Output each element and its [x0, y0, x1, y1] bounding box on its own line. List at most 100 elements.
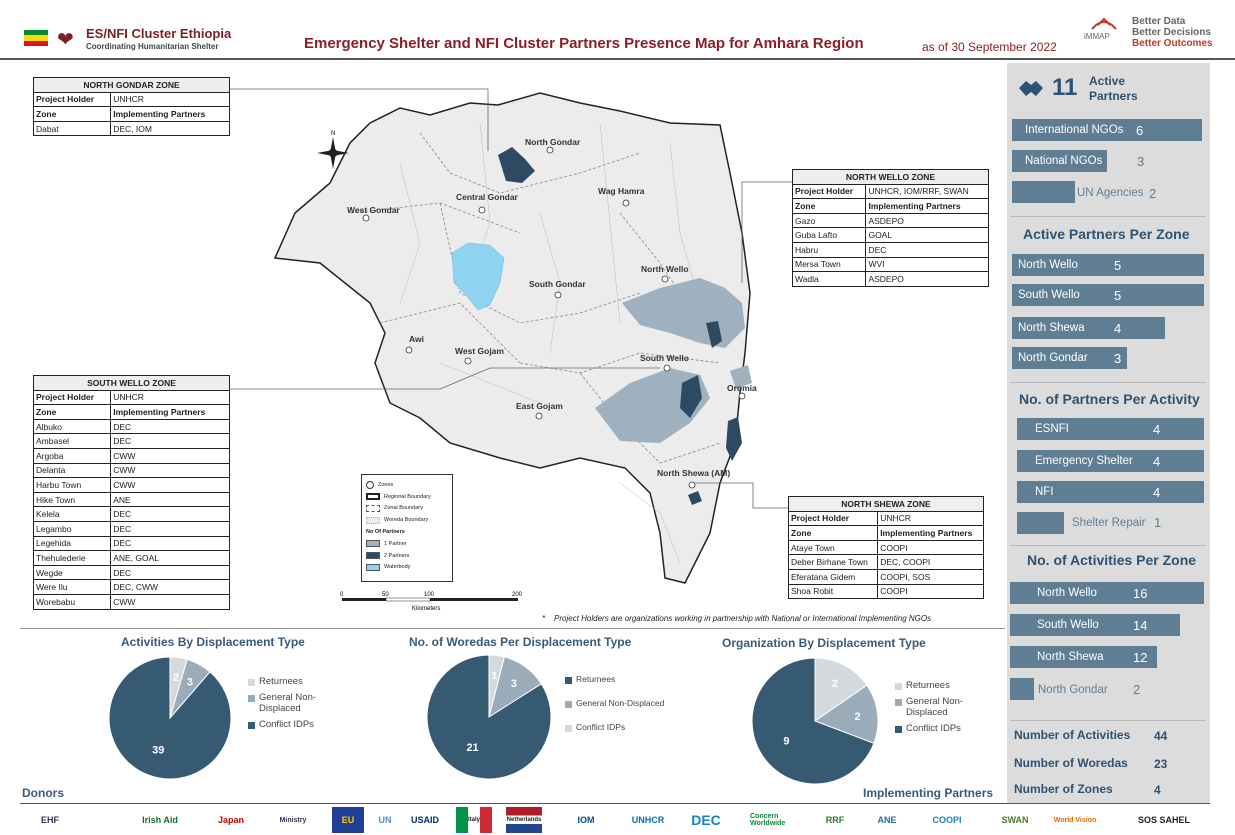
pie-label: 3 [187, 677, 193, 689]
table-row: Zone Implementing Partners [787, 525, 984, 541]
woreda-boundaries [399, 122, 701, 564]
pie-label: 39 [152, 744, 164, 756]
table-row: Gazo ASDEPO [791, 212, 989, 229]
un-logo: UN [378, 815, 392, 825]
ehf-logo: EHF [41, 815, 59, 825]
callout-lines [230, 88, 792, 509]
zone-label-north-wello: North Wello [641, 264, 689, 274]
pie-slice [108, 656, 232, 780]
ane-logo: ANE [877, 815, 897, 825]
zone-label-central-gondar: Central Gondar [456, 192, 519, 202]
stat-zones-label: Number of Zones [1014, 782, 1113, 796]
zone-labels: North Gondar Wag Hamra Central Gondar We… [347, 137, 757, 478]
habru-partner-area [706, 321, 722, 348]
bar-activities-south-wello: South Wello 14 [1010, 614, 1180, 636]
table-row: Thehulederie ANE, GOAL [32, 550, 230, 566]
as-of-date: as of 30 September 2022 [922, 40, 1057, 54]
table-row: Habru DEC [791, 241, 989, 258]
value-un-agencies: 2 [1149, 186, 1157, 201]
ataye-partner-area [688, 491, 702, 505]
were-ilu-partner-area [680, 375, 702, 418]
pie-slice [426, 654, 552, 780]
amhara-region-shape [273, 92, 751, 584]
world-vision-logo: World Vision [1053, 816, 1097, 824]
table-row: Hike Town ANE [32, 491, 230, 508]
label-shelter-repair: Shelter Repair [1072, 517, 1146, 529]
netherlands-flag-icon: Netherlands [506, 807, 542, 833]
table-title: NORTH GONDAR ZONE [33, 77, 230, 93]
zone-label-awi: Awi [409, 334, 424, 344]
value-shelter-repair: 1 [1154, 515, 1162, 530]
table-row: Legehida DEC [32, 535, 230, 552]
table-title: NORTH SHEWA ZONE [788, 496, 984, 512]
donors-heading: Donors [22, 786, 64, 800]
bar-activity-esnfi: ESNFI 4 [1017, 418, 1204, 440]
north-shewa-table: NORTH SHEWA ZONE Project Holder UNHCR Zon… [787, 496, 984, 600]
implementing-partners-heading: Implementing Partners [863, 786, 994, 800]
italy-flag-icon: Italy [456, 807, 492, 833]
page-header: ❤ ES/NFI Cluster Ethiopia Coordinating H… [0, 0, 1235, 60]
zone-label-south-wello: South Wello [640, 353, 689, 363]
pie-label: 2 [173, 672, 179, 684]
zone-label-west-gojam: West Gojam [455, 346, 504, 356]
separator [1010, 720, 1206, 721]
brand-subtitle: Coordinating Humanitarian Shelter [86, 42, 219, 51]
stat-woredas-label: Number of Woredas [1014, 756, 1128, 770]
pie-title-organizations: Organization By Displacement Type [722, 636, 926, 650]
pie-label: 2 [854, 711, 860, 723]
dec-logo: DEC [691, 812, 721, 828]
rrf-logo: RRF [825, 815, 845, 825]
immap-name: iMMAP [1084, 32, 1110, 41]
table-row: Project Holder UNHCR [787, 510, 984, 527]
per-zone-title: Active Partners Per Zone [1023, 226, 1190, 242]
svg-text:0: 0 [340, 592, 344, 598]
japan-logo: Japan [217, 815, 244, 825]
activities-zone-title: No. of Activities Per Zone [1027, 552, 1197, 568]
table-row: Deber Birhane Town DEC, COOPI [787, 554, 984, 570]
bar-international-ngos: International NGOs 6 [1012, 119, 1202, 141]
north-wello-table: NORTH WELLO ZONE Project Holder UNHCR, IO… [791, 169, 989, 287]
immap-tagline: Better Data Better Decisions Better Outc… [1132, 16, 1213, 49]
bar-activity-shelter-repair [1017, 512, 1064, 534]
table-row: Project Holder UNHCR [32, 389, 230, 406]
separator [1010, 382, 1206, 383]
table-row: Zone Implementing Partners [791, 198, 989, 214]
separator [1010, 216, 1206, 217]
pie-title-woredas: No. of Woredas Per Displacement Type [409, 635, 632, 649]
zone-label-wag-hamra: Wag Hamra [598, 186, 645, 196]
pie-slice [814, 657, 868, 722]
page-title: Emergency Shelter and NFI Cluster Partne… [304, 35, 864, 52]
table-row: Delanta CWW [32, 462, 230, 479]
stat-woredas-value: 23 [1154, 757, 1168, 771]
compass-rose-icon: N [317, 131, 349, 169]
svg-text:Kilometers: Kilometers [412, 606, 440, 612]
lake-tana-waterbody [451, 242, 505, 311]
table-row: Project Holder UNHCR, IOM/RRF, SWAN [791, 183, 989, 200]
zone-label-north-gondar: North Gondar [525, 137, 581, 147]
sos-sahel-logo: SOS SAHEL [1137, 815, 1190, 825]
value-national-ngos: 3 [1137, 154, 1145, 169]
pie-legend-organizations: Returnees General Non-Displaced Conflict… [895, 680, 985, 739]
bar-zone-north-gondar: North Gondar 3 [1012, 347, 1127, 369]
bar-activities-north-wello: North Wello 16 [1010, 582, 1204, 604]
table-row: Shoa Robit COOPI [787, 583, 984, 600]
pie-chart-organizations: 2 2 9 [751, 657, 879, 785]
footnote: * Project Holders are organizations work… [542, 614, 932, 623]
stat-activities-label: Number of Activities [1014, 728, 1131, 742]
oromia-partner-area [730, 365, 752, 389]
table-row: Eferatana Gidem COOPI, SOS [787, 568, 984, 585]
zone-label-oromia: Oromia [727, 383, 757, 393]
ethiopia-flag-icon [24, 30, 48, 46]
compass-north: N [331, 131, 335, 137]
pie-legend-woredas: Returnees General Non-Displaced Conflict… [565, 674, 675, 737]
iom-logo: IOM [577, 815, 595, 825]
map-legend: Zones Regional Boundary Zonal Boundary W… [361, 474, 453, 582]
pie-label: 21 [466, 742, 478, 754]
handshake-icon [1019, 81, 1043, 96]
zone-label-north-shewa: North Shewa (AM) [657, 468, 730, 478]
pie-chart-activities: 2 3 39 [108, 656, 232, 780]
table-row: Dabat DEC, IOM [32, 120, 230, 137]
divider [20, 628, 1005, 629]
active-partners-count: 11 [1052, 74, 1078, 101]
dabat-partner-area [498, 147, 535, 183]
